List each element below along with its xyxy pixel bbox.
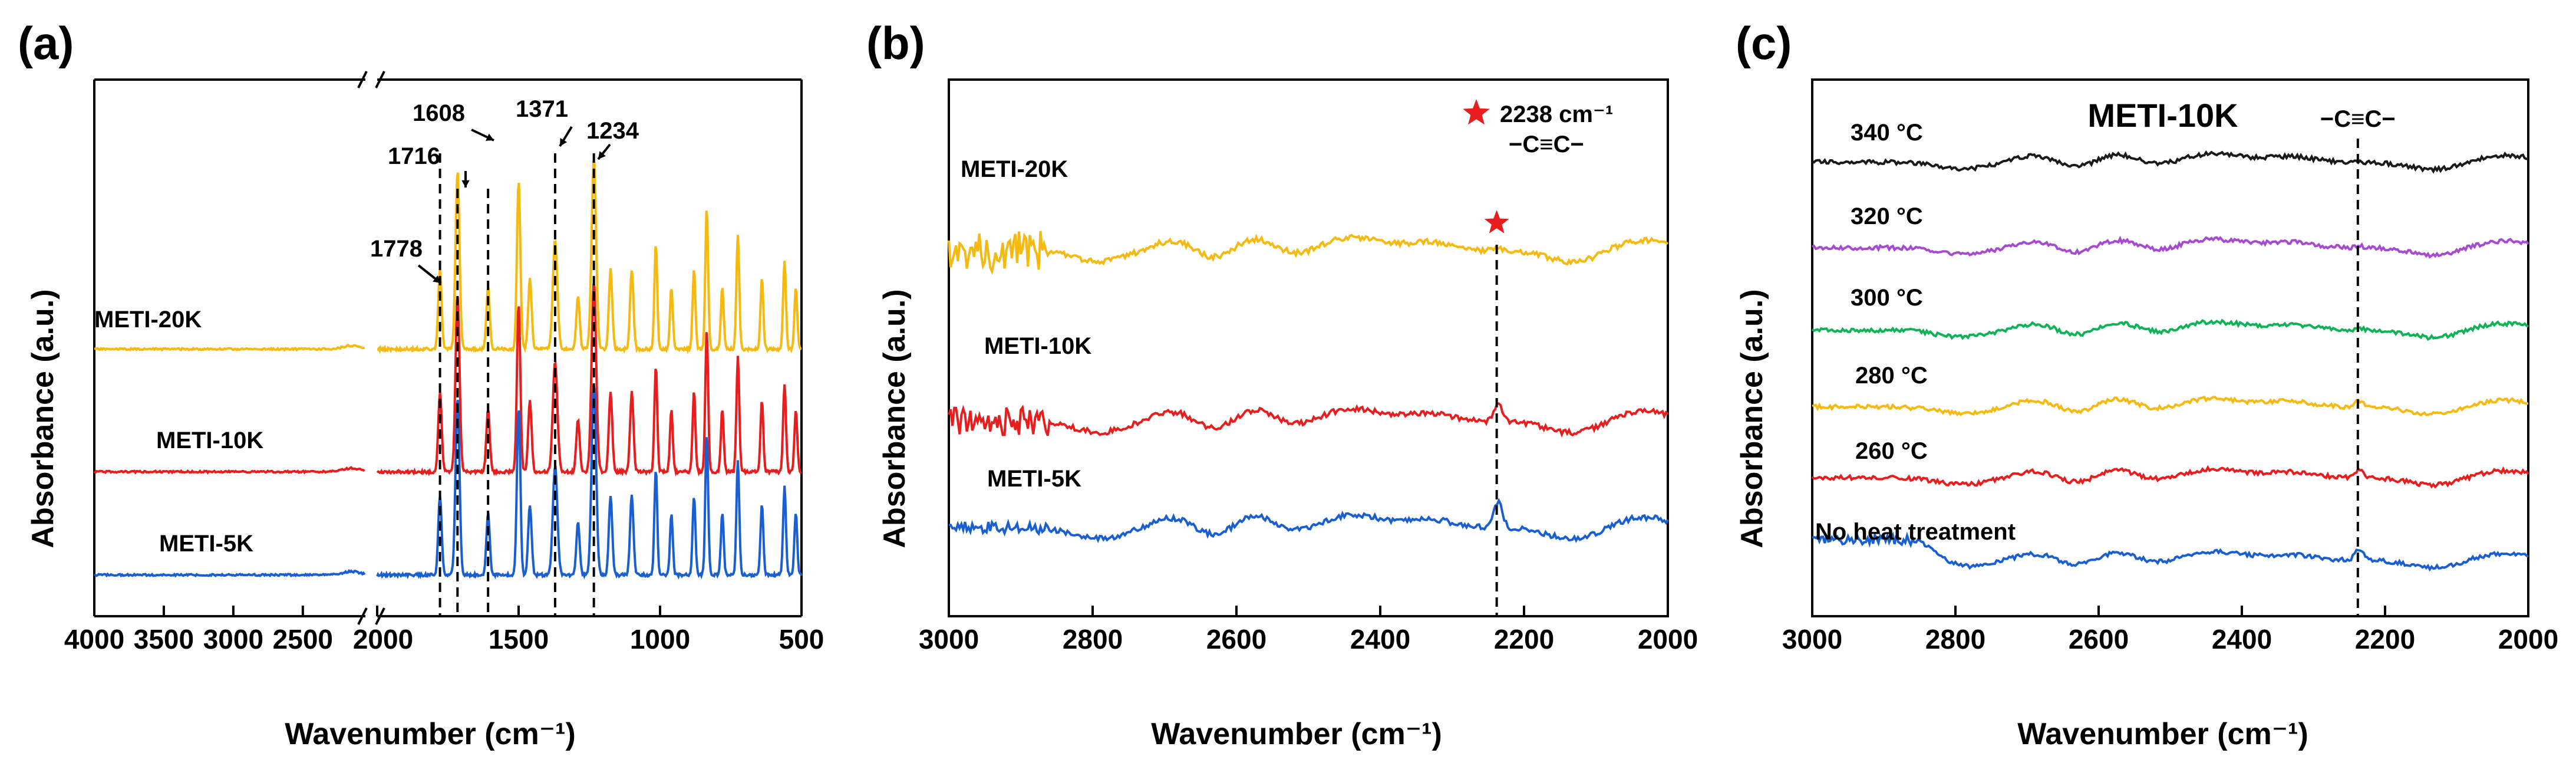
arrowhead [560,138,568,146]
x-tick-label: 4000 [64,624,124,655]
x-tick-label: 2000 [1638,624,1698,655]
arrowhead [486,133,494,141]
x-tick-label: 500 [779,624,824,655]
x-tick-label: 2800 [1925,624,1985,655]
series-label-meti-10k: METI-10K [156,428,263,453]
panel-b-label: (b) [866,17,925,69]
spectrum-left-METI-5K [94,568,366,578]
panel-c-xlabel: Wavenumber (cm⁻¹) [2017,717,2308,751]
series-label-5: No heat treatment [1815,519,2016,545]
x-tick-label: 1500 [489,624,549,655]
series-label-meti-5k: METI-5K [987,466,1081,492]
x-tick-label: 2200 [1494,624,1554,655]
series-label-1: 320 °C [1851,203,1923,229]
x-tick-label: 3000 [919,624,979,655]
series-label-0: 340 °C [1851,120,1923,146]
panel-a: (a) Absorbance (a.u.) Wavenumber (cm⁻¹) … [18,17,824,751]
panel-c-label: (c) [1736,17,1792,69]
panel-b-ylabel: Absorbance (a.u.) [878,289,912,548]
peak-label-1608: 1608 [413,100,465,126]
peak-label-1716: 1716 [388,143,440,169]
x-tick-label: 2600 [1206,624,1266,655]
x-tick-label: 2600 [2069,624,2129,655]
x-tick-label: 2200 [2355,624,2415,655]
x-tick-label: 2400 [1350,624,1410,655]
arrowhead [461,180,470,188]
spectrum-METI-10K [948,402,1669,438]
series-label-meti-20k: METI-20K [94,307,202,333]
axis-break-mark [375,71,385,88]
spectrum-300-°C [1811,318,2529,341]
alkyne-annotation: −C≡C− [2320,106,2396,132]
x-tick-label: 2000 [353,624,413,655]
panel-c-ylabel: Absorbance (a.u.) [1735,289,1769,548]
x-tick-label: 2400 [2212,624,2272,655]
spectrum-right-METI-20K [377,160,802,354]
x-tick-label: 3500 [134,624,194,655]
axis-break-mark [375,607,385,625]
alkyne-annotation: 2238 cm⁻¹ [1500,101,1613,127]
series-label-3: 280 °C [1855,363,1928,389]
spectrum-No-heat-treatment [1812,531,2529,572]
x-tick-label: 3000 [1782,624,1842,655]
panel-c-frame [1811,78,2529,617]
peak-label-1778: 1778 [370,236,423,262]
series-label-meti-5k: METI-5K [159,531,253,557]
axis-break-mark [357,607,368,625]
x-tick-label: 2800 [1063,624,1123,655]
series-label-4: 260 °C [1855,438,1928,464]
star-legend-icon [1463,99,1490,125]
panel-a-xlabel: Wavenumber (cm⁻¹) [285,717,576,751]
star-peak-marker [1484,210,1509,234]
panel-c-title: METI-10K [2087,97,2238,134]
panel-a-label: (a) [18,17,74,69]
panel-b: (b) Absorbance (a.u.) Wavenumber (cm⁻¹) … [866,17,1698,751]
peak-label-1234: 1234 [586,118,639,144]
panel-a-ylabel: Absorbance (a.u.) [26,289,60,548]
spectrum-METI-20K [948,231,1669,275]
spectrum-260-°C [1811,465,2529,489]
spectrum-340-°C [1811,150,2529,174]
series-label-meti-20k: METI-20K [961,156,1068,182]
arrowhead [598,151,606,159]
spectrum-right-METI-10K [376,283,802,477]
spectrum-right-METI-5K [376,383,803,580]
panel-b-frame [948,78,1669,617]
spectrum-280-°C [1812,395,2529,417]
panel-b-xlabel: Wavenumber (cm⁻¹) [1151,717,1442,751]
x-tick-label: 2500 [273,624,333,655]
alkyne-annotation-sub: −C≡C− [1509,131,1584,157]
spectrum-left-METI-10K [93,466,365,475]
axis-break-mark [357,71,368,88]
x-tick-label: 3000 [203,624,263,655]
spectrum-left-METI-20K [94,343,365,352]
spectrum-METI-5K [949,498,1669,544]
arrowhead [433,275,441,283]
spectrum-320-°C [1812,235,2529,259]
panel-c: (c) Absorbance (a.u.) Wavenumber (cm⁻¹) … [1735,17,2558,751]
series-label-2: 300 °C [1851,285,1923,311]
series-label-meti-10k: METI-10K [984,333,1091,359]
peak-label-1371: 1371 [516,96,568,122]
x-tick-label: 1000 [630,624,690,655]
x-tick-label: 2000 [2498,624,2558,655]
